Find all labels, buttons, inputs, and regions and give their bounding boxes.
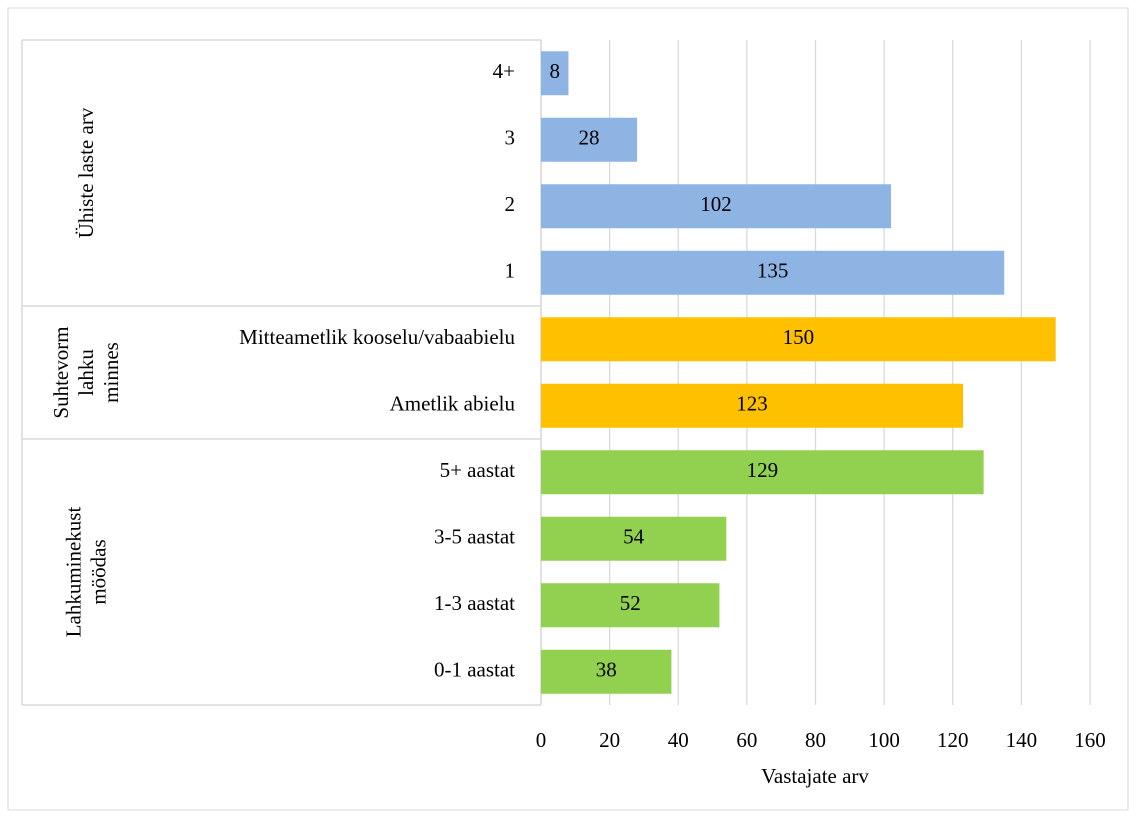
x-tick-label: 20 bbox=[599, 728, 620, 752]
bar bbox=[541, 583, 720, 628]
y-tick-label: Mitteametlik kooselu/vabaabielu bbox=[239, 325, 515, 349]
x-tick-label: 120 bbox=[937, 728, 969, 752]
bar bbox=[541, 383, 964, 428]
x-tick-label: 0 bbox=[536, 728, 547, 752]
group-label: Lahkuminekust bbox=[61, 507, 85, 638]
x-tick-label: 80 bbox=[805, 728, 826, 752]
data-label: 102 bbox=[700, 192, 732, 216]
y-tick-label: 1-3 aastat bbox=[434, 591, 515, 615]
y-tick-label: 1 bbox=[505, 259, 516, 283]
bar bbox=[541, 317, 1056, 362]
x-tick-label: 100 bbox=[868, 728, 900, 752]
data-label: 28 bbox=[579, 126, 600, 150]
x-tick-label: 60 bbox=[736, 728, 757, 752]
bar bbox=[541, 450, 984, 495]
y-tick-label: 3-5 aastat bbox=[434, 525, 515, 549]
bar bbox=[541, 250, 1005, 295]
group-label: Suhtevorm bbox=[49, 326, 73, 418]
group-label: möödas bbox=[86, 539, 110, 604]
data-label: 38 bbox=[596, 658, 617, 682]
data-label: 123 bbox=[736, 392, 768, 416]
y-tick-label: 3 bbox=[505, 126, 516, 150]
data-label: 8 bbox=[549, 59, 560, 83]
bar bbox=[541, 51, 569, 96]
x-axis-label: Vastajate arv bbox=[761, 764, 869, 788]
data-label: 150 bbox=[783, 325, 815, 349]
y-tick-label: Ametlik abielu bbox=[390, 392, 516, 416]
group-label: Ühiste laste arv bbox=[74, 107, 98, 238]
group-label: minnes bbox=[99, 342, 123, 403]
y-tick-label: 2 bbox=[505, 192, 516, 216]
y-tick-label: 4+ bbox=[493, 59, 515, 83]
bar bbox=[541, 117, 638, 162]
data-label: 52 bbox=[620, 591, 641, 615]
bar bbox=[541, 184, 891, 229]
data-label: 129 bbox=[747, 458, 779, 482]
data-label: 54 bbox=[623, 525, 645, 549]
y-tick-label: 0-1 aastat bbox=[434, 658, 515, 682]
x-tick-label: 140 bbox=[1006, 728, 1038, 752]
x-tick-label: 160 bbox=[1074, 728, 1106, 752]
x-tick-label: 40 bbox=[668, 728, 689, 752]
y-tick-label: 5+ aastat bbox=[440, 458, 516, 482]
bar bbox=[541, 649, 672, 694]
bar bbox=[541, 516, 727, 561]
group-label: lahku bbox=[74, 349, 98, 396]
data-label: 135 bbox=[757, 259, 789, 283]
